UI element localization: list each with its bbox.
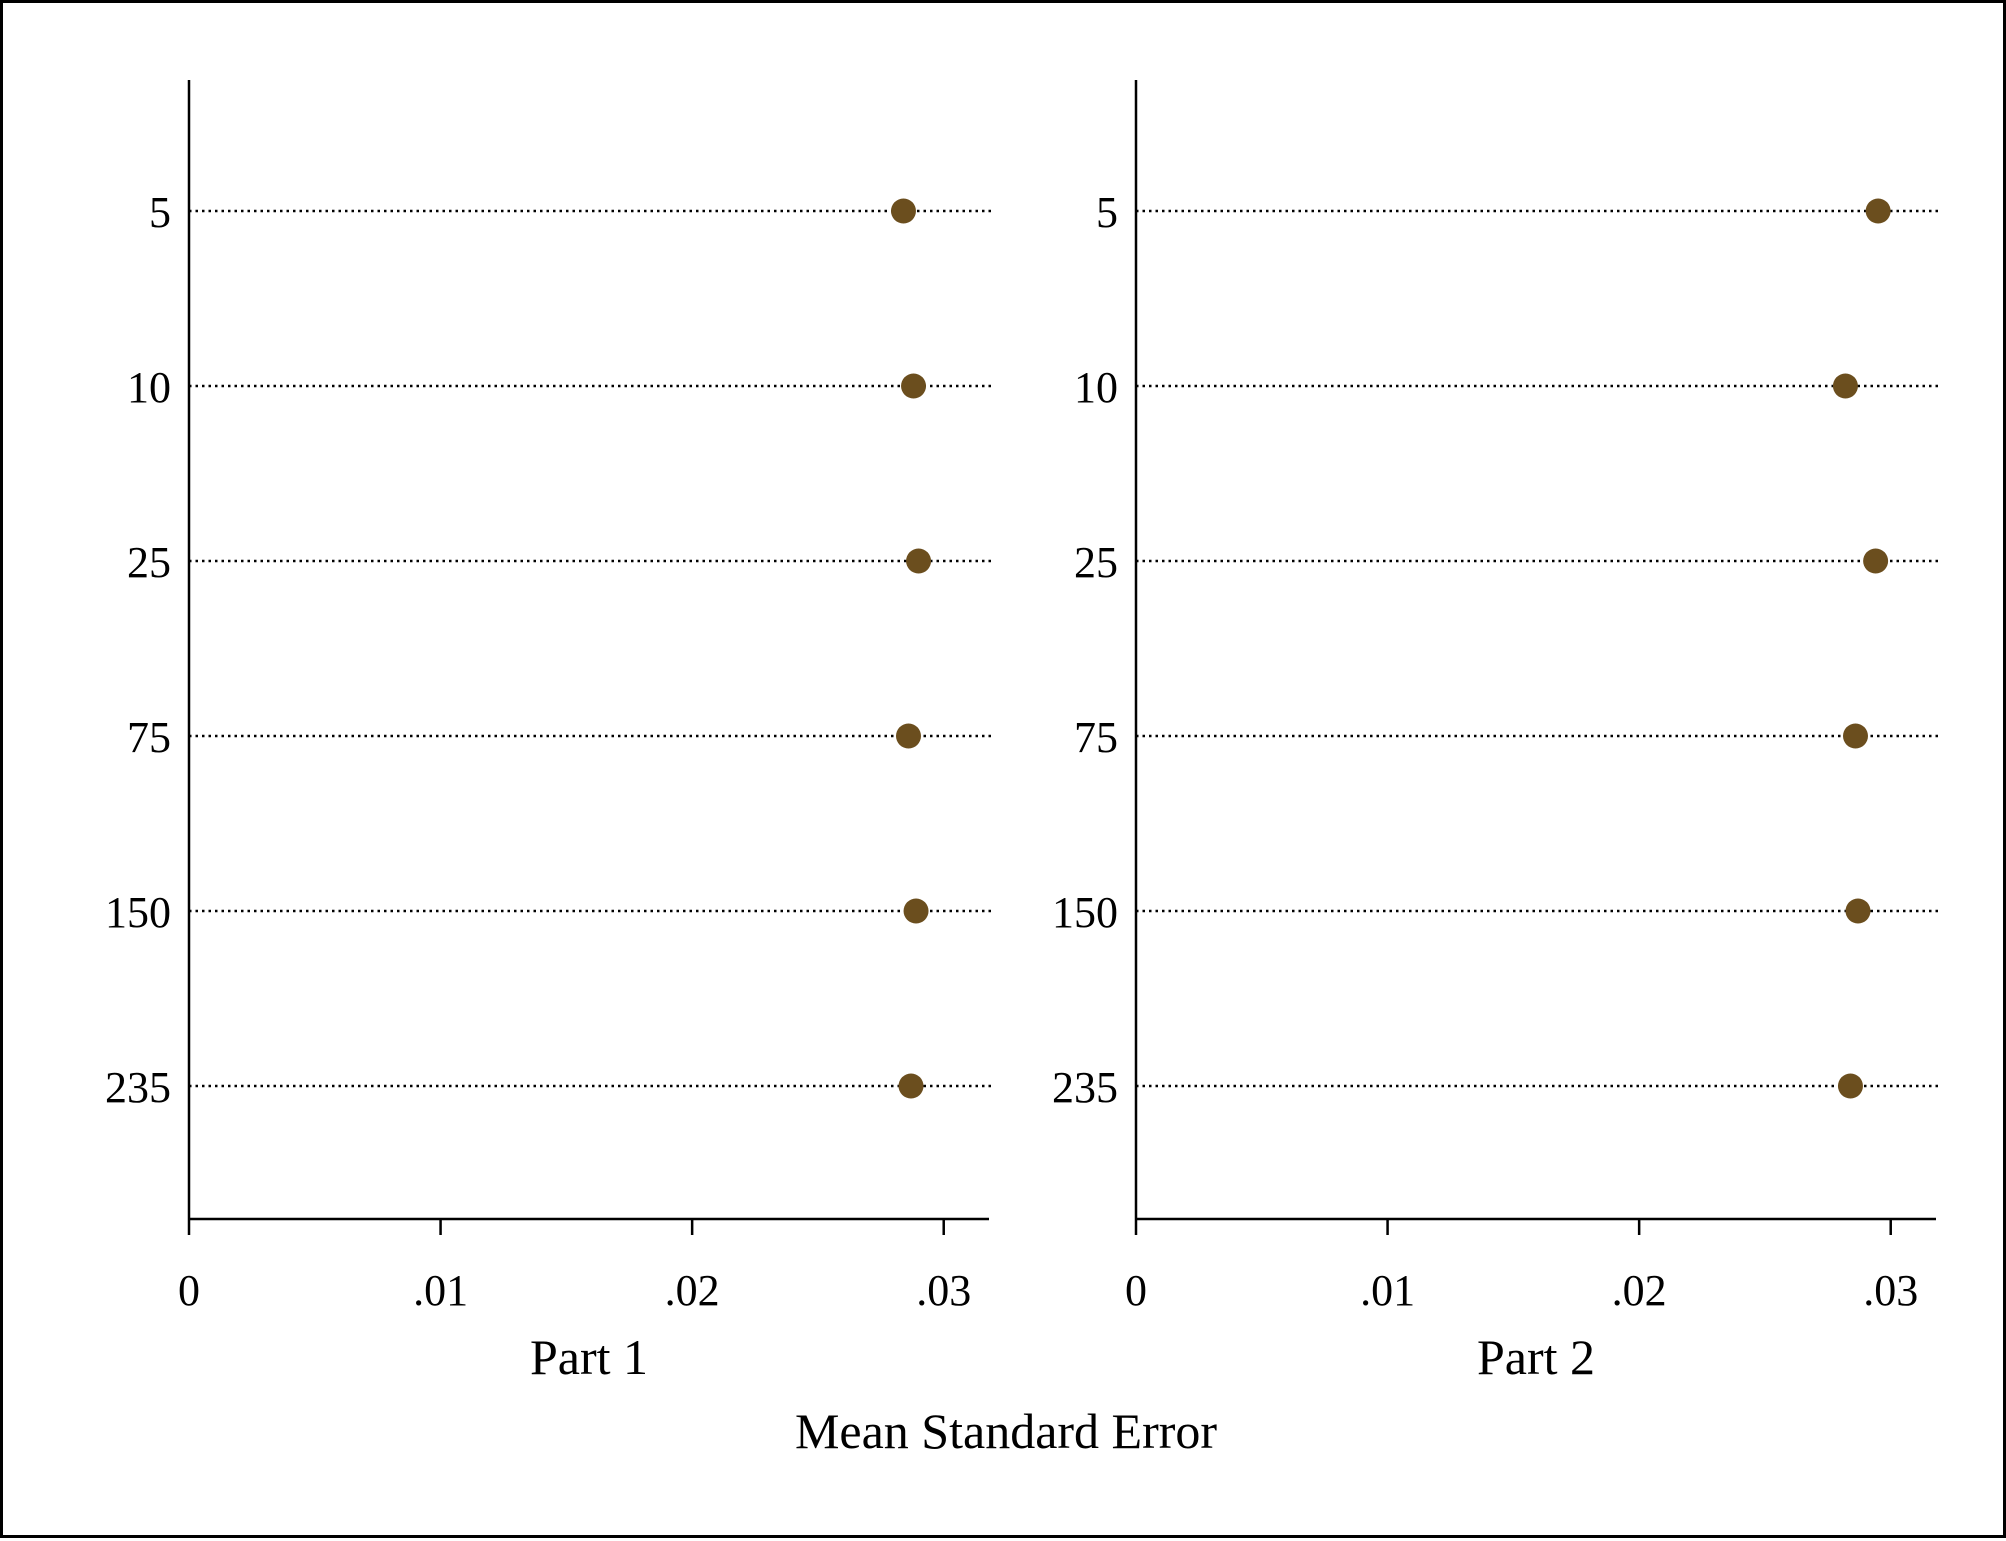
y-category-label: 75 [127,713,171,762]
data-point [906,548,932,574]
y-category-label: 235 [105,1063,171,1112]
data-point [895,723,921,749]
dot-plot-chart: 0 .01 .02 .03 5 10 25 75 150 235 Part 1 0 .01 .02 .03 5… [105,80,1940,1459]
x-tick-label: .03 [1863,1266,1918,1315]
data-point [1845,898,1871,924]
x-axis-title: Mean Standard Error [795,1403,1217,1459]
panel-2: 0 .01 .02 .03 5 10 25 75 150 235 Part 2 [1052,80,1940,1385]
data-point [1863,548,1889,574]
y-category-label: 10 [127,363,171,412]
x-tick-label: .01 [413,1266,468,1315]
x-tick-label: .02 [665,1266,720,1315]
y-category-label: 5 [1096,188,1118,237]
chart-panels: 0 .01 .02 .03 5 10 25 75 150 235 Part 1 0 .01 .02 .03 5… [105,80,1940,1385]
data-point [1837,1073,1863,1099]
x-tick-label: .02 [1612,1266,1667,1315]
y-category-label: 5 [149,188,171,237]
y-category-label: 150 [1052,888,1118,937]
y-category-label: 235 [1052,1063,1118,1112]
y-category-label: 25 [1074,538,1118,587]
y-category-label: 25 [127,538,171,587]
data-point [1842,723,1868,749]
data-point [903,898,929,924]
x-tick-label: 0 [1125,1266,1147,1315]
x-tick-label: 0 [178,1266,200,1315]
panel-title: Part 1 [530,1329,648,1385]
data-point [1832,373,1858,399]
panel-1: 0 .01 .02 .03 5 10 25 75 150 235 Part 1 [105,80,993,1385]
y-category-label: 10 [1074,363,1118,412]
panel-title: Part 2 [1477,1329,1595,1385]
x-tick-label: .03 [916,1266,971,1315]
data-point [898,1073,924,1099]
data-point [890,198,916,224]
y-category-label: 75 [1074,713,1118,762]
data-point [1865,198,1891,224]
data-point [901,373,927,399]
x-tick-label: .01 [1360,1266,1415,1315]
y-category-label: 150 [105,888,171,937]
